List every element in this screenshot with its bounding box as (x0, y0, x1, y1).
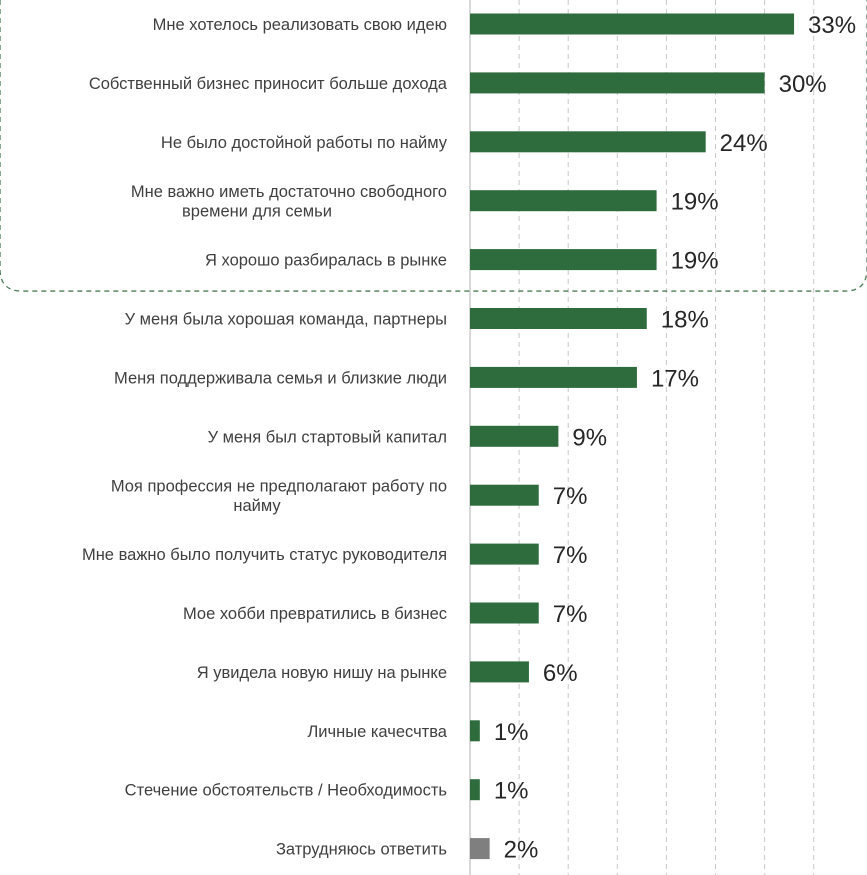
top-reasons-highlight-frame (0, 0, 867, 292)
value-label: 2% (504, 837, 539, 864)
bar (470, 308, 647, 329)
value-label: 33% (808, 12, 856, 39)
category-label: Собственный бизнес приносит больше доход… (89, 75, 448, 93)
category-label: Затрудняюсь ответить (276, 841, 447, 859)
category-label: Мне хотелось реализовать свою идею (153, 16, 447, 34)
category-label: Мне важно иметь достаточно свободного (131, 183, 447, 201)
category-label: У меня была хорошая команда, партнеры (125, 311, 447, 329)
bar (470, 72, 765, 94)
bar (470, 602, 539, 624)
category-label: У меня был стартовый капитал (208, 428, 447, 446)
category-label: Я хорошо разбиралась в рынке (205, 252, 447, 270)
category-label: Моя профессия не предполагают работу по (111, 477, 447, 495)
category-label: Мое хобби превратились в бизнес (183, 605, 447, 623)
bar (470, 661, 529, 683)
bar (470, 366, 637, 388)
value-label: 19% (671, 248, 719, 275)
value-labels: 33% 30% 24% 19% 19% 18% 17% 9% 7% 7% 7% 6% 1% 1% 2% (494, 12, 856, 864)
value-label: 1% (494, 778, 529, 805)
bar (470, 543, 539, 565)
category-label: найму (233, 497, 281, 515)
value-label: 17% (651, 365, 699, 392)
category-label: Личные качесчтва (307, 723, 447, 741)
bar (470, 13, 795, 35)
value-label: 7% (553, 483, 588, 510)
category-label: Стечение обстоятельств / Необходимость (125, 782, 447, 800)
value-label: 6% (543, 660, 578, 687)
bar (470, 425, 559, 447)
category-label: Меня поддерживала семья и близкие люди (114, 369, 447, 387)
value-label: 1% (494, 719, 529, 746)
value-label: 18% (661, 307, 709, 334)
value-label: 7% (553, 542, 588, 569)
value-label: 24% (720, 130, 768, 157)
bar (470, 190, 657, 212)
value-label: 30% (779, 71, 827, 98)
bar (470, 838, 490, 860)
bar (470, 484, 539, 506)
category-label: Не было достойной работы по найму (161, 134, 448, 152)
category-label: Мне важно было получить статус руководит… (82, 546, 447, 564)
category-label: времени для семьи (182, 202, 332, 220)
category-label: Я увидела новую нишу на рынке (197, 664, 447, 682)
category-labels: Мне хотелось реализовать свою идею Собств… (82, 16, 448, 859)
value-label: 19% (671, 189, 719, 216)
bar (470, 720, 480, 742)
value-label: 9% (572, 424, 607, 451)
bars (470, 13, 795, 860)
value-label: 7% (553, 601, 588, 628)
bar (470, 779, 480, 801)
bar (470, 249, 657, 271)
bar (470, 131, 706, 153)
